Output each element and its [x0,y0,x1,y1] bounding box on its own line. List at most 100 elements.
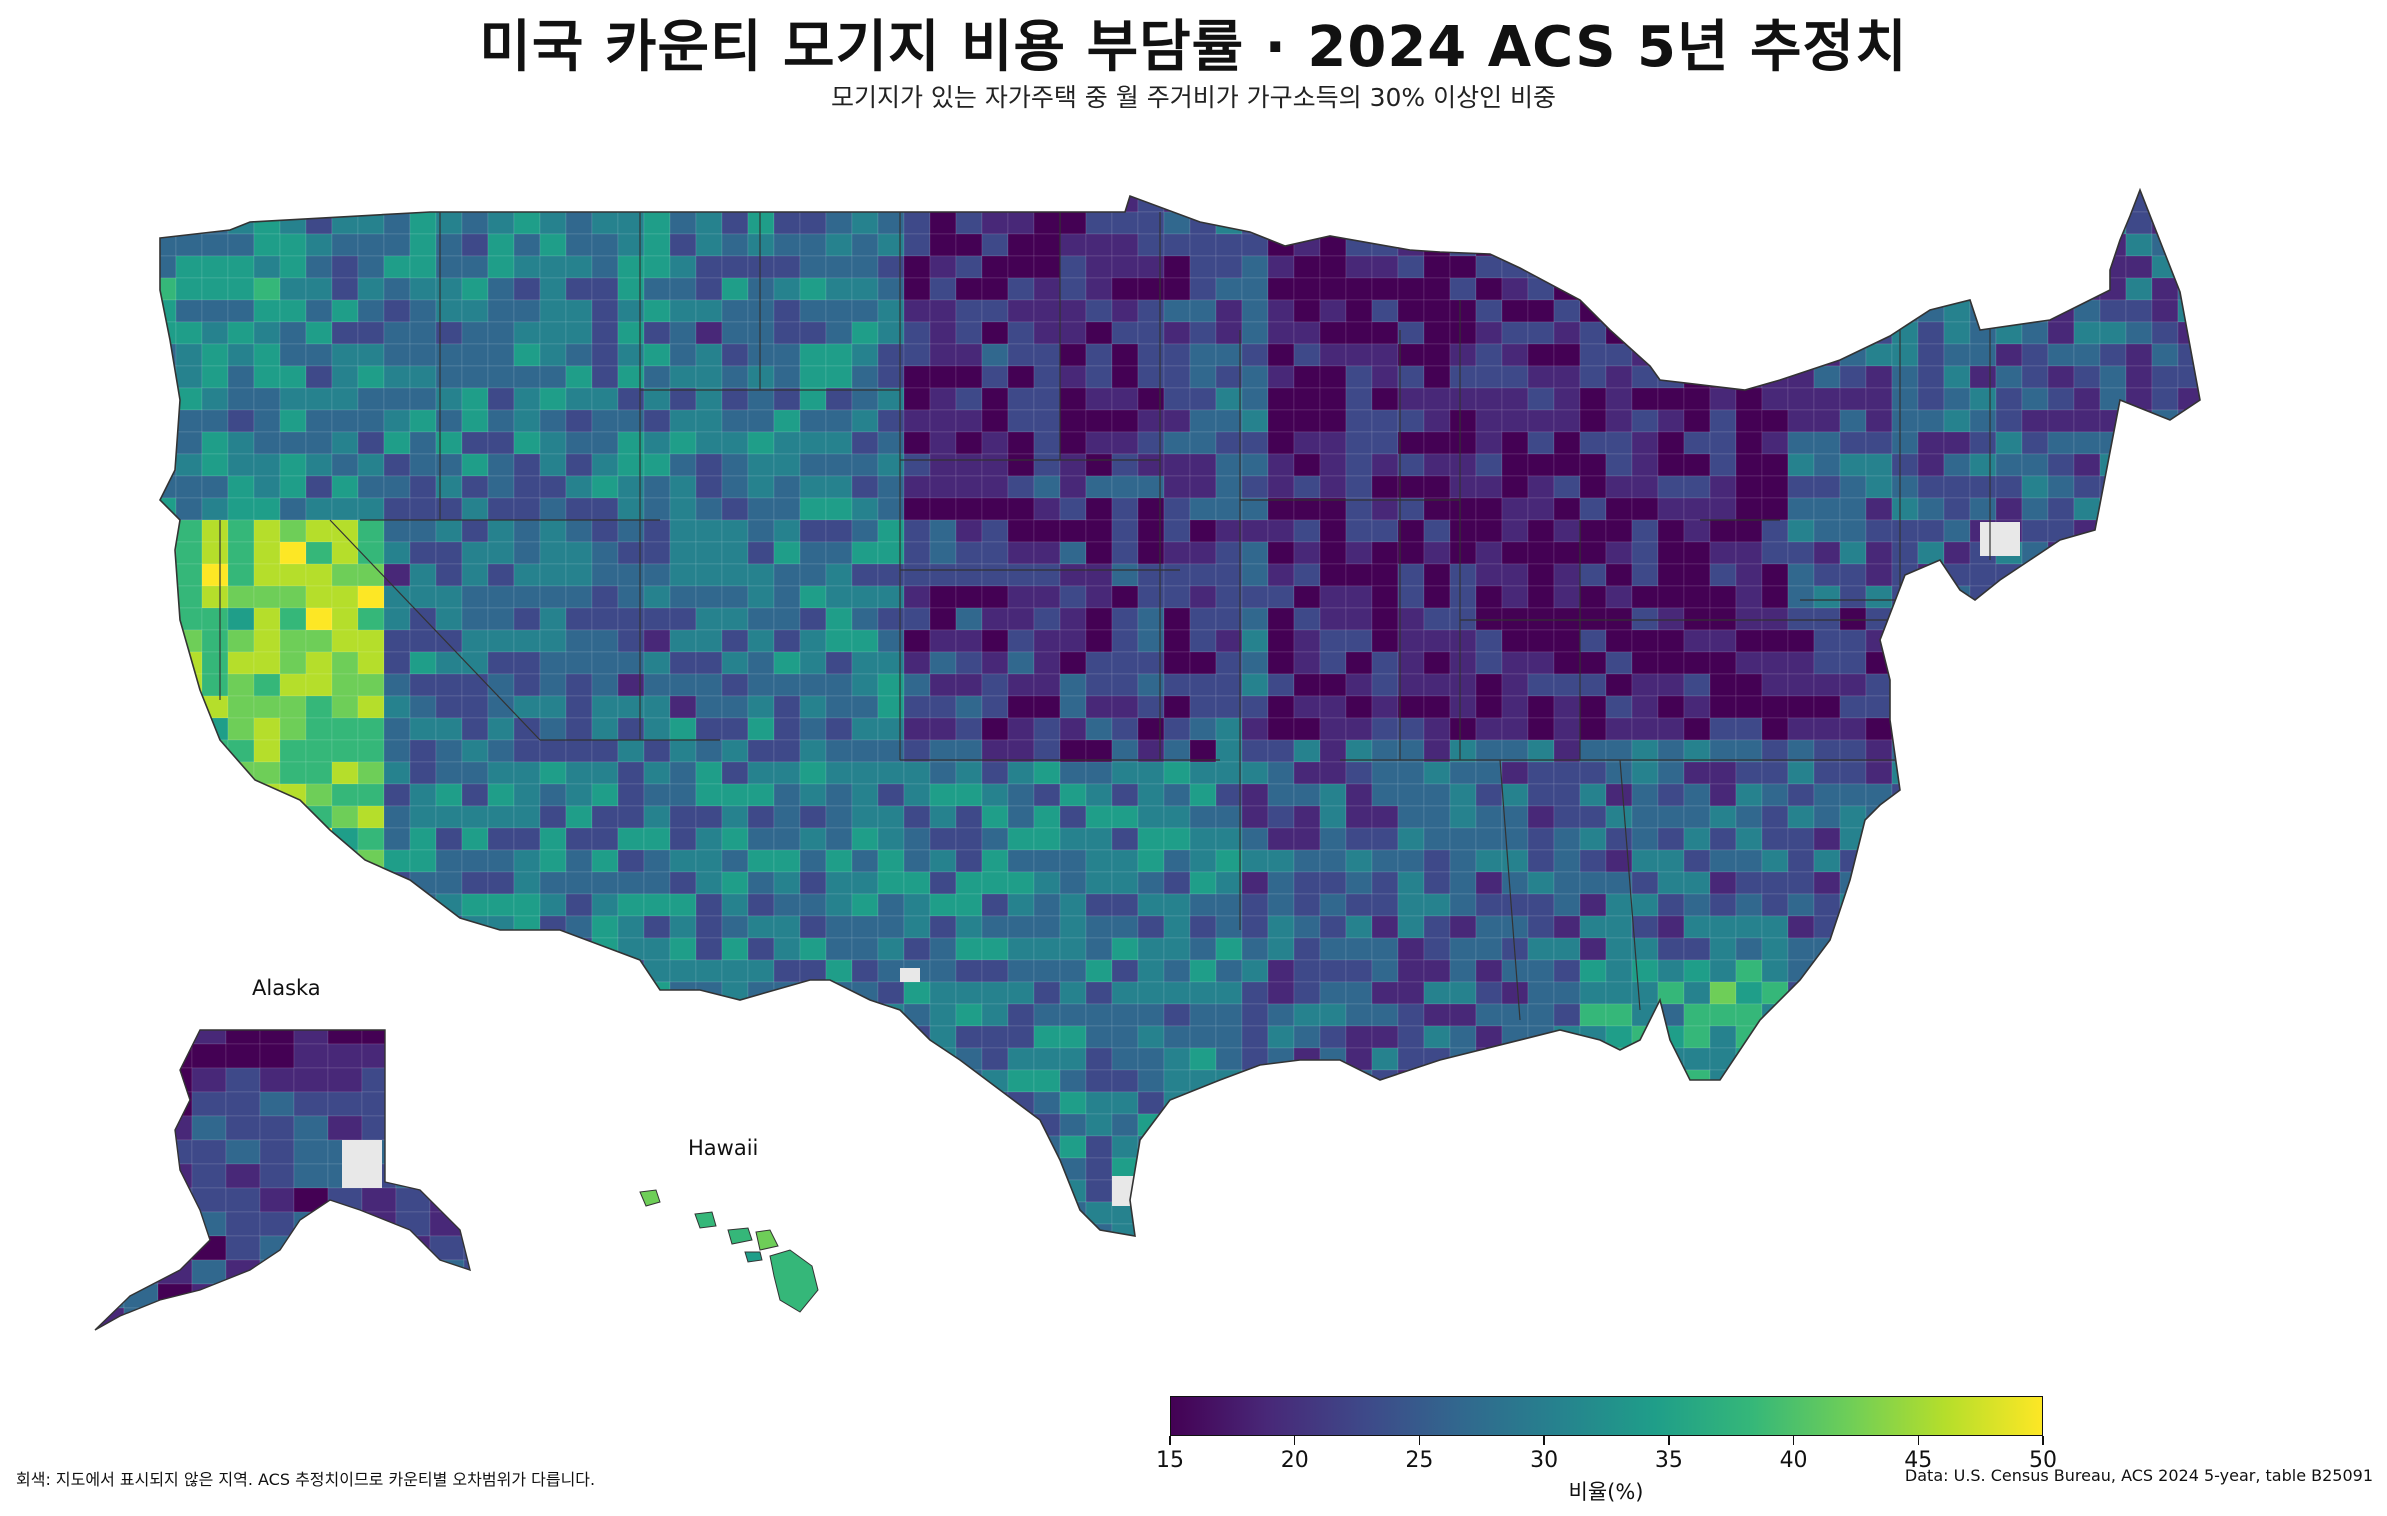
county-cell [461,1157,489,1181]
county-cell [2073,409,2101,433]
county-cell [1813,585,1841,609]
county-cell [357,453,385,477]
borough-cell [191,1211,227,1237]
county-cell [1163,981,1191,1005]
county-cell [2099,673,2127,697]
county-cell [201,277,229,301]
county-cell [1865,563,1893,587]
county-cell [1787,805,1815,829]
county-cell [1943,387,1971,411]
county-cell [1761,629,1789,653]
county-cell [384,1246,410,1268]
colorbar-tick [1418,1436,1421,1445]
county-cell [279,277,307,301]
borough-cell [361,1067,397,1093]
county-cell [1709,959,1737,983]
county-cell [305,607,333,631]
county-cell [150,1246,176,1268]
borough-cell [123,1211,159,1237]
county-cell [1267,695,1295,719]
county-cell [305,585,333,609]
county-cell [1813,365,1841,389]
county-cell [2177,255,2200,279]
county-cell [1943,255,1971,279]
county-cell [929,233,957,257]
county-cell [1319,717,1347,741]
county-cell [1137,1047,1165,1071]
county-cell [2151,695,2179,719]
county-cell [1709,1069,1737,1093]
county-cell [565,959,593,983]
county-cell [1163,387,1191,411]
county-cell [253,739,281,763]
county-cell [981,1201,1009,1225]
county-cell [357,365,385,389]
county-cell [1319,1003,1347,1027]
county-cell [2021,1223,2049,1236]
county-cell [1709,1201,1737,1225]
county-cell [1969,365,1997,389]
county-cell [981,1135,1009,1159]
county-cell [1163,541,1191,565]
county-cell [591,563,619,587]
county-cell [903,453,931,477]
county-cell [1449,1025,1477,1049]
county-cell [1345,849,1373,873]
county-cell [357,915,385,939]
county-cell [1241,1069,1269,1093]
county-cell [2047,1179,2075,1203]
county-cell [1423,409,1451,433]
county-cell [929,871,957,895]
county-cell [565,893,593,917]
county-cell [1293,915,1321,939]
county-cell [1293,893,1321,917]
county-cell [383,651,411,675]
county-cell [1787,915,1815,939]
county-cell [1865,783,1893,807]
county-cell [773,871,801,895]
county-cell [539,805,567,829]
county-cell [513,959,541,983]
county-cell [227,387,255,411]
county-cell [877,1069,905,1093]
county-cell [160,739,177,763]
borough-cell [293,1211,329,1237]
county-cell [539,343,567,367]
county-cell [331,937,359,961]
county-cell [487,475,515,499]
county-cell [1995,233,2023,257]
hawaii-island [755,1229,779,1251]
county-cell [175,343,203,367]
county-cell [2151,915,2179,939]
borough-cell [327,1259,363,1285]
county-cell [721,211,749,235]
county-cell [1163,409,1191,433]
county-cell [1293,585,1321,609]
county-cell [1137,937,1165,961]
county-cell [1267,475,1295,499]
county-cell [435,981,463,1005]
county-cell [1111,211,1139,235]
county-cell [1475,190,1503,213]
county-cell [487,1091,515,1115]
county-cell [2125,277,2153,301]
county-cell [1787,629,1815,653]
county-cell [1579,453,1607,477]
county-cell [1735,541,1763,565]
county-cell [1605,739,1633,763]
county-cell [1345,959,1373,983]
county-cell [747,365,775,389]
county-cell [383,695,411,719]
county-cell [1891,497,1919,521]
county-cell [1163,211,1191,235]
borough-cell [361,1115,397,1141]
county-cell [383,299,411,323]
county-cell [201,959,229,983]
county-cell [1449,695,1477,719]
county-cell [981,959,1009,983]
county-cell [1839,563,1867,587]
county-cell [1007,255,1035,279]
county-cell [799,981,827,1005]
county-cell [1215,959,1243,983]
county-cell [1969,431,1997,455]
